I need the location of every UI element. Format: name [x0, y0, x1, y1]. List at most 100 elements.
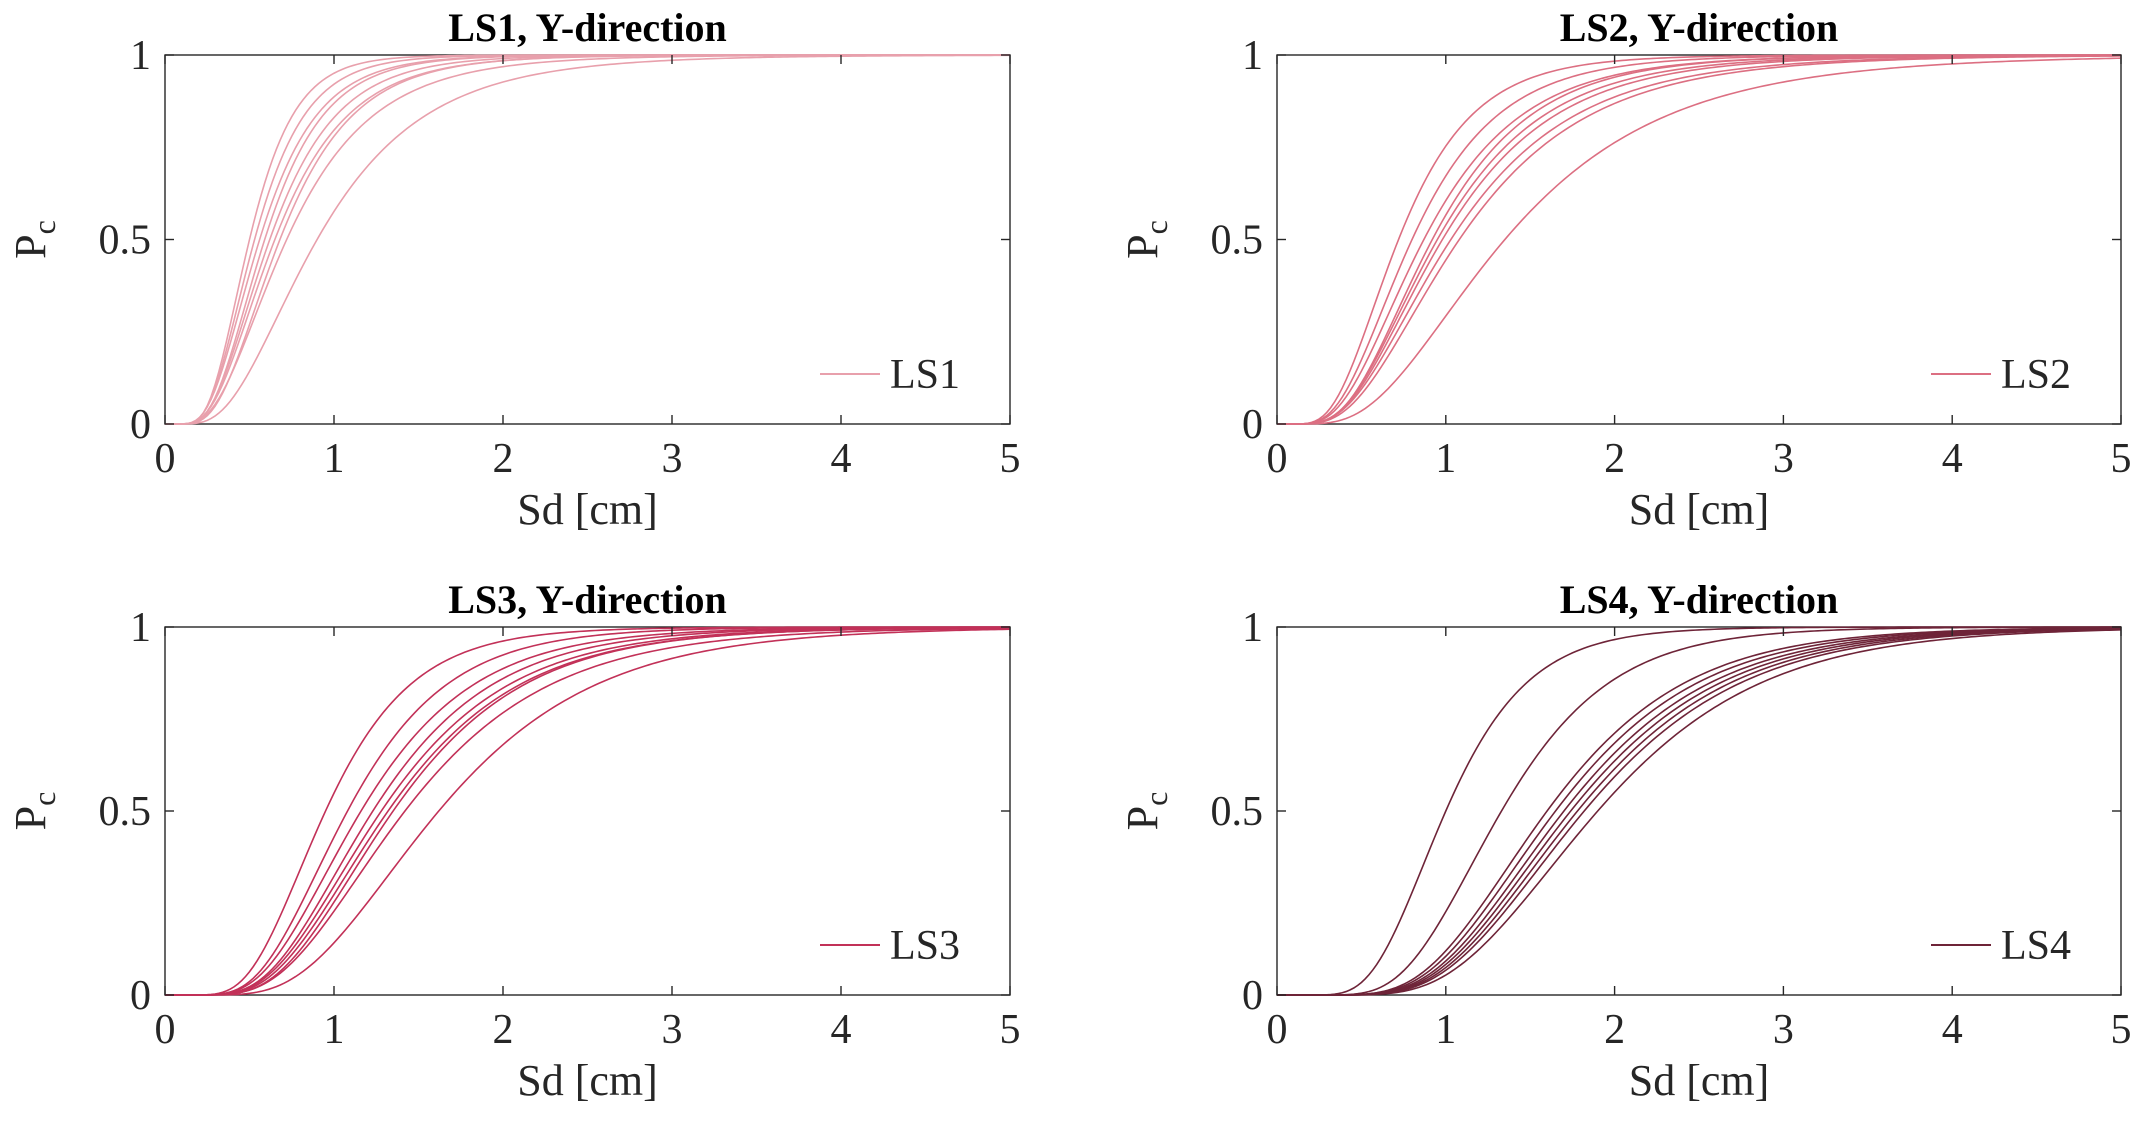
y-axis: 00.51 — [99, 605, 1010, 1019]
y-tick-label: 0.5 — [1211, 218, 1264, 264]
y-axis-label: Pc — [1118, 792, 1174, 831]
y-tick-label: 0 — [1242, 973, 1263, 1019]
series-line-curve-9 — [1277, 629, 2122, 996]
series-line-curve-8 — [1277, 628, 2122, 996]
legend: LS3 — [820, 923, 960, 969]
series-line-curve-6 — [1277, 54, 2122, 425]
panel-title: LS4, Y-direction — [1560, 577, 1839, 622]
y-axis-label: Pc — [1118, 220, 1174, 259]
x-tick-label: 3 — [1773, 1007, 1794, 1053]
x-tick-label: 4 — [1942, 436, 1963, 482]
axes-frame — [164, 54, 1011, 425]
axes-frame — [164, 626, 1011, 996]
series-line-curve-1 — [165, 626, 1010, 996]
x-tick-label: 2 — [1604, 436, 1625, 482]
y-axis-label: Pc — [6, 792, 62, 831]
x-tick-label: 5 — [1000, 436, 1021, 482]
series-line-curve-4 — [165, 54, 1010, 425]
x-tick-label: 2 — [493, 436, 514, 482]
x-axis-label: Sd [cm] — [1629, 1056, 1770, 1105]
series-line-curve-5 — [165, 54, 1010, 425]
y-tick-label: 1 — [1242, 605, 1263, 651]
series-line-curve-6 — [165, 54, 1010, 425]
series-line-curve-5 — [1277, 54, 2122, 425]
y-axis-label-sub: c — [26, 792, 62, 806]
y-axis-label-sub: c — [26, 220, 62, 234]
x-axis: 0 1 2 3 4 5 — [155, 627, 1021, 1053]
y-axis-label-sub: c — [1138, 792, 1174, 806]
y-tick-label: 1 — [130, 33, 151, 79]
y-tick-label: 1 — [130, 605, 151, 651]
series-line-curve-7 — [1277, 54, 2122, 425]
x-tick-label: 0 — [155, 436, 176, 482]
x-axis-label: Sd [cm] — [517, 485, 658, 534]
y-axis: 00.51 — [1211, 33, 2121, 448]
series-line-curve-7 — [165, 626, 1011, 996]
series-line-curve-3 — [165, 54, 1010, 425]
x-axis: 0 1 2 3 4 5 — [155, 55, 1021, 482]
series-line-curve-8 — [165, 627, 1011, 996]
x-axis-label: Sd [cm] — [517, 1056, 658, 1105]
x-tick-label: 5 — [2111, 436, 2132, 482]
legend-label: LS1 — [890, 352, 960, 398]
y-tick-label: 0 — [130, 402, 151, 448]
y-axis: 00.51 — [99, 33, 1010, 448]
x-tick-label: 3 — [1773, 436, 1794, 482]
curves — [1277, 54, 2122, 425]
y-tick-label: 0 — [1242, 402, 1263, 448]
y-tick-label: 1 — [1242, 33, 1263, 79]
legend-label: LS4 — [2001, 923, 2071, 969]
series-line-curve-7 — [165, 54, 1010, 425]
y-tick-label: 0 — [130, 973, 151, 1019]
x-tick-label: 2 — [493, 1007, 514, 1053]
series-line-curve-5 — [165, 626, 1011, 996]
y-tick-label: 0.5 — [99, 789, 152, 835]
y-axis-label-main: P — [1118, 806, 1167, 830]
x-tick-label: 3 — [662, 1007, 683, 1053]
x-tick-label: 0 — [155, 1007, 176, 1053]
series-line-curve-1 — [165, 54, 1010, 425]
series-line-curve-6 — [1277, 627, 2122, 996]
series-line-curve-1 — [1277, 54, 2121, 425]
x-axis: 0 1 2 3 4 5 — [1267, 627, 2132, 1053]
x-tick-label: 0 — [1267, 436, 1288, 482]
x-tick-label: 1 — [324, 436, 345, 482]
legend-label: LS3 — [890, 923, 960, 969]
y-tick-label: 0.5 — [99, 218, 152, 264]
y-axis-label-sub: c — [1138, 220, 1174, 234]
series-line-curve-2 — [165, 626, 1010, 996]
x-tick-label: 0 — [1267, 1007, 1288, 1053]
series-line-curve-4 — [1277, 54, 2122, 425]
series-line-curve-9 — [165, 54, 1011, 425]
x-tick-label: 4 — [1942, 1007, 1963, 1053]
series-line-curve-9 — [1277, 57, 2122, 425]
x-tick-label: 5 — [2111, 1007, 2132, 1053]
y-tick-label: 0.5 — [1211, 789, 1264, 835]
y-axis-label-main: P — [1118, 234, 1167, 258]
series-line-curve-9 — [165, 628, 1011, 996]
series-line-curve-6 — [165, 626, 1011, 996]
legend: LS1 — [820, 352, 960, 398]
panel-title: LS2, Y-direction — [1560, 5, 1839, 50]
x-tick-label: 4 — [831, 436, 852, 482]
x-tick-label: 1 — [324, 1007, 345, 1053]
x-axis-label: Sd [cm] — [1629, 485, 1770, 534]
series-line-curve-3 — [1277, 54, 2122, 425]
curves — [165, 54, 1011, 425]
series-line-curve-2 — [165, 54, 1010, 425]
y-axis-label: Pc — [6, 220, 62, 259]
x-tick-label: 2 — [1604, 1007, 1625, 1053]
panel-title: LS3, Y-direction — [448, 577, 727, 622]
axes-frame — [1276, 54, 2122, 425]
panel-2: LS2, Y-direction 0 1 2 3 4 500.51 Sd [cm] Pc LS2 — [1118, 5, 2132, 534]
series-line-curve-5 — [1277, 627, 2122, 996]
series-line-curve-4 — [1277, 627, 2122, 996]
series-line-curve-2 — [1277, 54, 2121, 425]
panel-title: LS1, Y-direction — [448, 5, 727, 50]
x-tick-label: 5 — [1000, 1007, 1021, 1053]
x-tick-label: 3 — [662, 436, 683, 482]
legend: LS2 — [1931, 352, 2071, 398]
y-axis-label-main: P — [6, 234, 55, 258]
